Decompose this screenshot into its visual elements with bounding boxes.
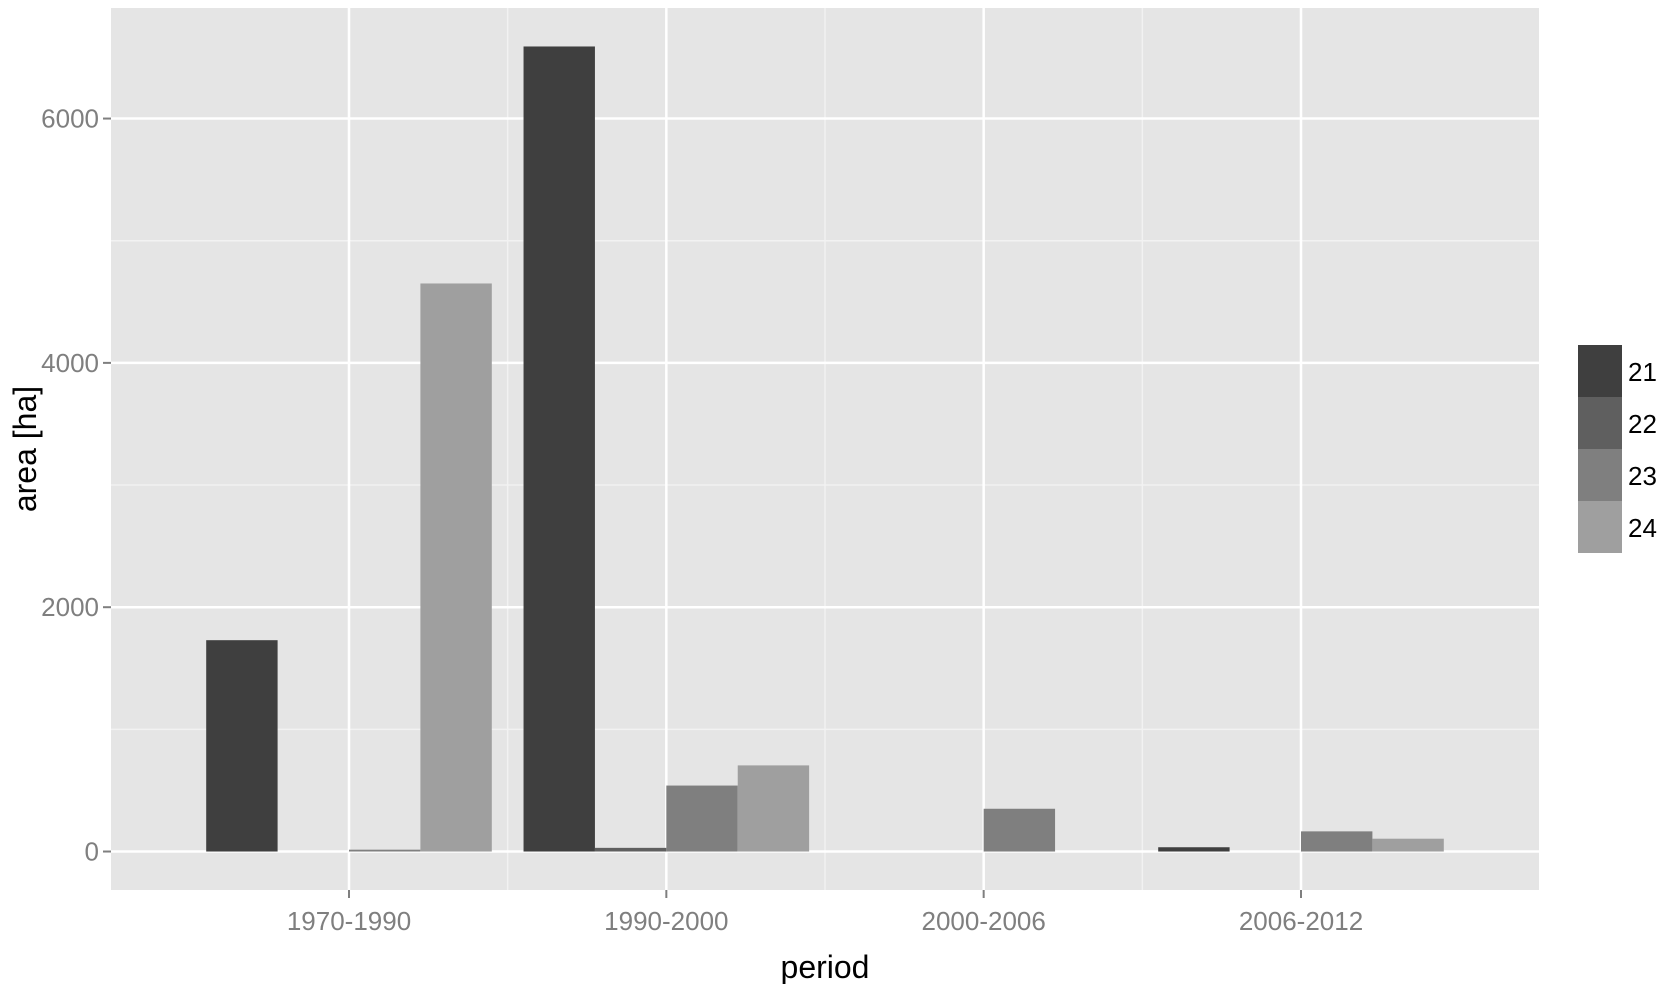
bar-24-2006-2012 — [1372, 838, 1444, 852]
y-tick-label: 0 — [85, 837, 99, 867]
bar-21-1970-1990 — [206, 640, 278, 852]
bar-21-2006-2012 — [1158, 847, 1230, 852]
legend-key-21 — [1578, 345, 1622, 397]
x-axis-title: period — [781, 949, 870, 984]
bars — [206, 46, 1444, 852]
legend-label-24: 24 — [1628, 513, 1657, 543]
bar-23-1990-2000 — [666, 785, 738, 852]
legend-key-23 — [1578, 449, 1622, 501]
bar-24-1970-1990 — [420, 283, 492, 852]
x-tick-label: 2000-2006 — [921, 906, 1045, 936]
major-gridlines — [111, 8, 1539, 890]
y-tick-label: 2000 — [41, 592, 99, 622]
x-tick-label: 1970-1990 — [287, 906, 411, 936]
y-tick-label: 6000 — [41, 104, 99, 134]
bar-22-1990-2000 — [594, 847, 667, 852]
x-tick-label: 2006-2012 — [1239, 906, 1363, 936]
y-axis: 0 2000 4000 6000 — [41, 104, 111, 867]
y-axis-title: area [ha] — [7, 386, 43, 512]
bar-21-1990-2000 — [523, 46, 595, 852]
y-tick-label: 4000 — [41, 348, 99, 378]
bar-24-1990-2000 — [737, 765, 810, 852]
legend-label-23: 23 — [1628, 461, 1657, 491]
bar-23-2006-2012 — [1301, 831, 1373, 852]
legend-label-22: 22 — [1628, 409, 1657, 439]
legend-key-22 — [1578, 397, 1622, 449]
bar-23-2000-2006 — [983, 808, 1056, 852]
bar-23-1970-1990 — [349, 849, 421, 852]
legend-label-21: 21 — [1628, 357, 1657, 387]
legend-key-24 — [1578, 501, 1622, 553]
x-tick-label: 1990-2000 — [604, 906, 728, 936]
x-axis: 1970-1990 1990-2000 2000-2006 2006-2012 — [287, 890, 1363, 936]
legend: 21 22 23 24 — [1578, 345, 1657, 553]
